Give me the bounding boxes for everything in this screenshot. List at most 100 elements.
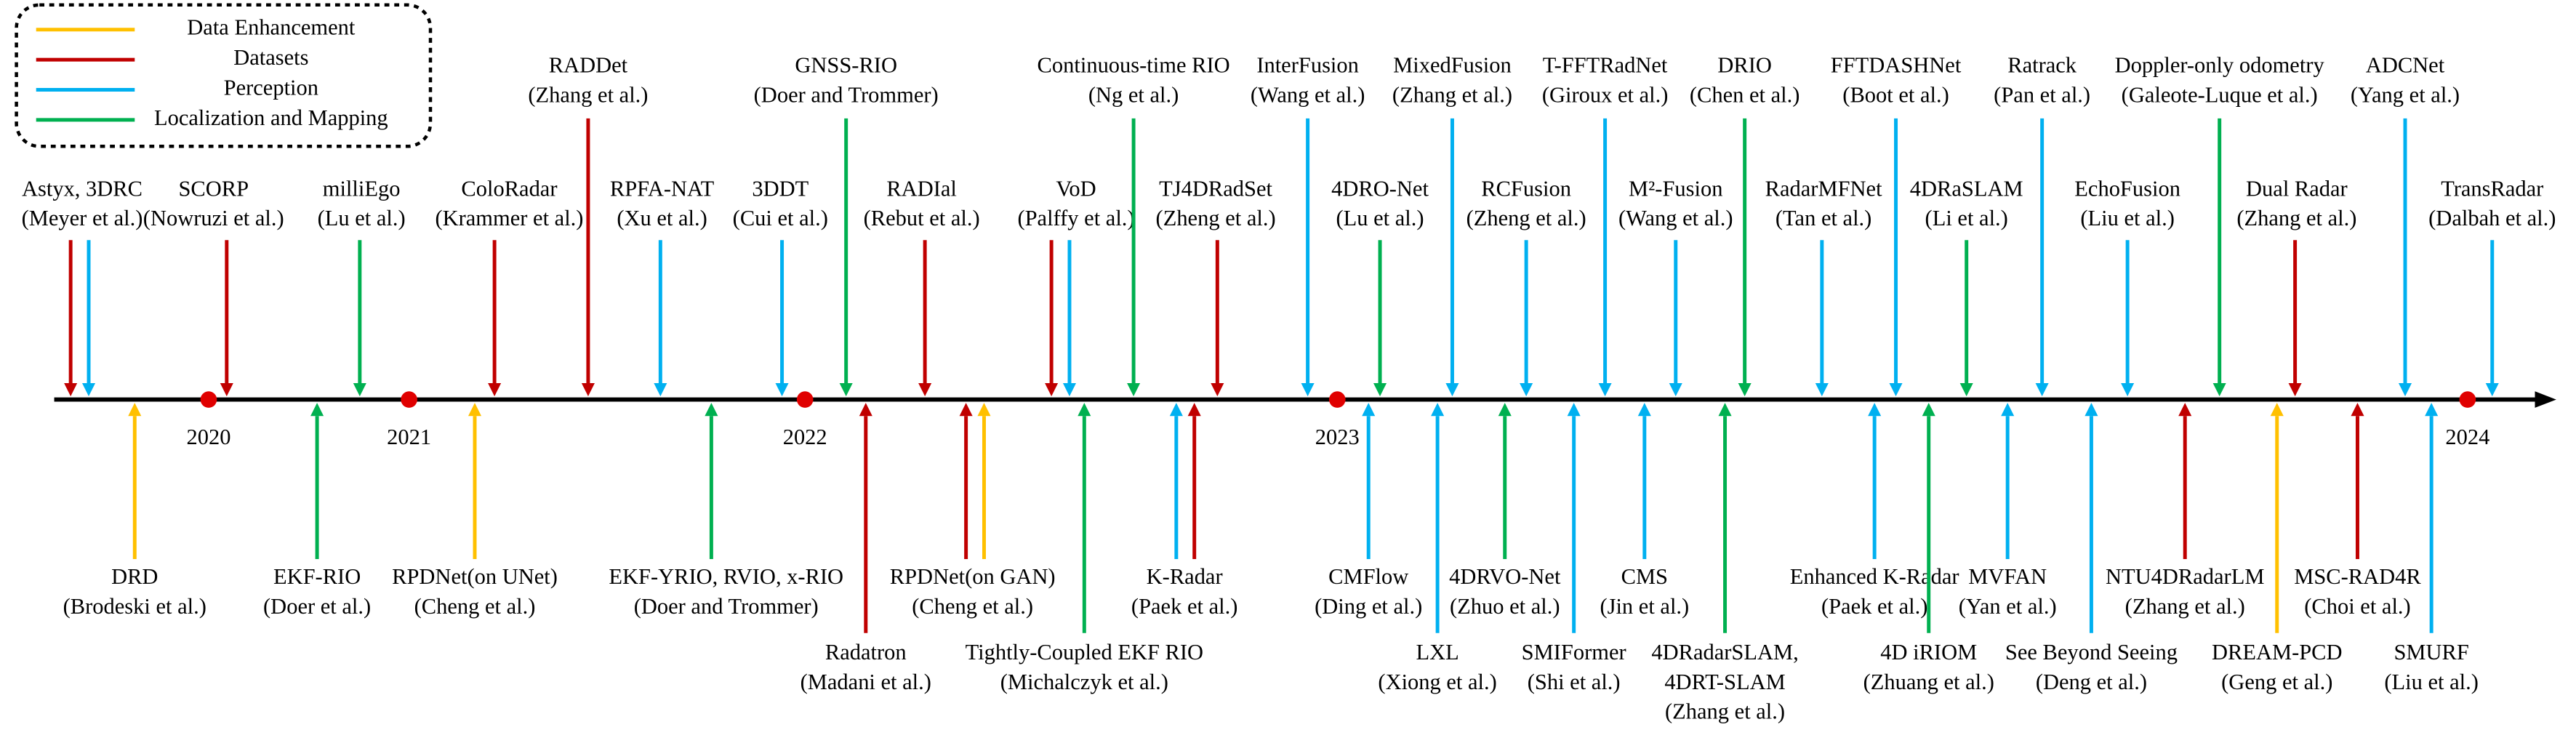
arrow-head xyxy=(2001,403,2015,417)
item-label: 4DRadarSLAM, xyxy=(1651,640,1798,664)
item-label: TJ4DRadSet xyxy=(1159,176,1272,201)
arrow-head xyxy=(1598,382,1612,397)
arrow-head xyxy=(918,382,932,397)
item-label: TransRadar xyxy=(2441,176,2543,201)
item-label: (Xiong et al.) xyxy=(1378,670,1496,694)
item-label: EchoFusion xyxy=(2074,176,2180,201)
item-label: RPFA-NAT xyxy=(610,176,715,201)
item-label: ADCNet xyxy=(2366,53,2445,78)
item-label: (Yang et al.) xyxy=(2351,82,2460,107)
item-label: Enhanced K-Radar xyxy=(1790,564,1959,589)
item-label: (Liu et al.) xyxy=(2384,670,2479,694)
item-label: (Zhang et al.) xyxy=(1392,82,1512,107)
arrow-head xyxy=(2351,403,2364,417)
arrow-head xyxy=(654,382,667,397)
arrow-head xyxy=(1567,403,1581,417)
arrow-head xyxy=(1373,382,1387,397)
item-label: milliEgo xyxy=(323,176,401,201)
item-label: RADIal xyxy=(886,176,957,201)
item-label: RADDet xyxy=(549,53,628,78)
arrow-head xyxy=(64,382,78,397)
arrow-head xyxy=(1889,382,1903,397)
item-label: DRIO xyxy=(1717,53,1772,78)
item-label: (Zhang et al.) xyxy=(528,82,648,107)
arrow-head xyxy=(1187,403,1201,417)
arrow-head xyxy=(959,403,973,417)
year-label: 2022 xyxy=(783,425,827,449)
item-label: DREAM-PCD xyxy=(2212,640,2343,664)
item-label: (Liu et al.) xyxy=(2080,206,2175,230)
item-label: LXL xyxy=(1416,640,1458,664)
arrow-head xyxy=(1362,403,1376,417)
item-label: M²-Fusion xyxy=(1629,176,1722,201)
item-label: (Zheng et al.) xyxy=(1466,206,1586,230)
item-label: (Yan et al.) xyxy=(1959,594,2057,619)
item-label: (Jin et al.) xyxy=(1600,594,1689,619)
item-label: Continuous-time RIO xyxy=(1038,53,1230,78)
item-label: (Nowruzi et al.) xyxy=(143,206,284,230)
item-label: K-Radar xyxy=(1147,564,1223,589)
arrow-head xyxy=(1669,382,1682,397)
item-label: InterFusion xyxy=(1256,53,1359,78)
item-label: (Ng et al.) xyxy=(1088,82,1179,107)
arrow-head xyxy=(81,382,96,397)
arrow-head xyxy=(859,403,872,417)
item-label: (Boot et al.) xyxy=(1842,82,1949,107)
legend-label: Localization and Mapping xyxy=(154,105,388,130)
item-label: EKF-YRIO, RVIO, x-RIO xyxy=(609,564,843,589)
arrow-head xyxy=(2085,403,2098,417)
legend-label: Perception xyxy=(224,75,318,100)
item-label: (Michalczyk et al.) xyxy=(1000,670,1168,694)
year-label: 2020 xyxy=(186,425,230,449)
item-label: (Doer and Trommer) xyxy=(634,594,819,619)
item-label: MSC-RAD4R xyxy=(2294,564,2421,589)
timeline-arrowhead xyxy=(2535,391,2556,408)
item-label: (Zhuo et al.) xyxy=(1450,594,1560,619)
item-label: (Wang et al.) xyxy=(1618,206,1733,230)
arrow-head xyxy=(1959,382,1973,397)
item-label: (Rebut et al.) xyxy=(864,206,980,230)
arrow-head xyxy=(2288,382,2302,397)
arrow-head xyxy=(705,403,718,417)
item-label: (Zheng et al.) xyxy=(1156,206,1276,230)
item-label: RPDNet(on UNet) xyxy=(392,564,558,589)
arrow-head xyxy=(2178,403,2192,417)
arrow-head xyxy=(2212,382,2226,397)
item-label: (Choi et al.) xyxy=(2304,594,2410,619)
arrow-head xyxy=(1169,403,1183,417)
year-label: 2023 xyxy=(1315,425,1360,449)
arrow-head xyxy=(2485,382,2499,397)
item-label: (Deng et al.) xyxy=(2036,670,2147,694)
arrow-head xyxy=(2035,382,2049,397)
item-label: Radatron xyxy=(825,640,907,664)
item-label: 4DRO-Net xyxy=(1331,176,1429,201)
arrow-head xyxy=(353,382,366,397)
arrow-head xyxy=(1815,382,1829,397)
item-label: Doppler-only odometry xyxy=(2115,53,2325,78)
arrow-head xyxy=(468,403,482,417)
year-dot xyxy=(200,391,217,408)
arrow-head xyxy=(1922,403,1935,417)
item-label: (Meyer et al.) xyxy=(22,206,143,230)
item-label: 4D iRIOM xyxy=(1880,640,1977,664)
item-label: CMS xyxy=(1621,564,1668,589)
item-label: SCORP xyxy=(178,176,249,201)
item-label: (Doer et al.) xyxy=(263,594,371,619)
item-label: (Palffy et al.) xyxy=(1017,206,1134,230)
item-label: (Galeote-Luque et al.) xyxy=(2122,82,2318,107)
item-label: (Dalbah et al.) xyxy=(2428,206,2556,230)
item-label: ColoRadar xyxy=(461,176,557,201)
arrow-head xyxy=(2121,382,2135,397)
item-label: 4DRVO-Net xyxy=(1449,564,1561,589)
arrow-head xyxy=(1520,382,1533,397)
arrow-head xyxy=(310,403,324,417)
arrow-head xyxy=(1738,382,1752,397)
item-label: (Pan et al.) xyxy=(1994,82,2090,107)
item-label: Tightly-Coupled EKF RIO xyxy=(966,640,1203,664)
arrow-head xyxy=(2398,382,2412,397)
year-label: 2024 xyxy=(2445,425,2489,449)
item-label: (Chen et al.) xyxy=(1690,82,1800,107)
item-label: (Lu et al.) xyxy=(318,206,406,230)
item-label: (Brodeski et al.) xyxy=(63,594,206,619)
